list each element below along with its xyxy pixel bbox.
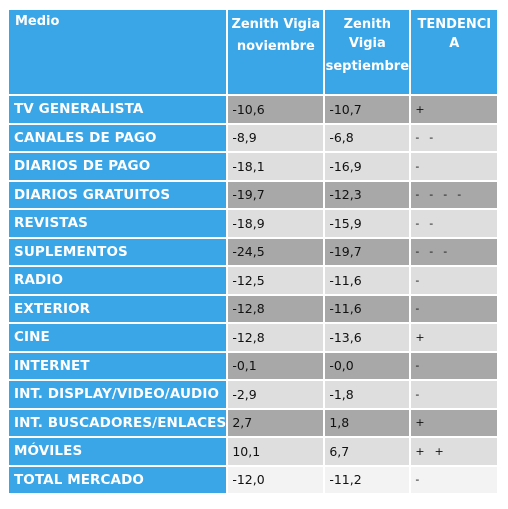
media-trend-table: Medio Zenith Vigia noviembre Zenith Vigi… — [7, 8, 499, 495]
row-nov-value: -12,8 — [228, 324, 324, 351]
row-trend-value: + — [411, 409, 498, 436]
table-row: DIARIOS DE PAGO -18,1 -16,9- — [9, 153, 498, 180]
row-medio-label: TV GENERALISTA — [9, 96, 227, 123]
header-nov-line2: noviembre — [236, 39, 315, 54]
row-sep-value: -6,8 — [325, 124, 410, 151]
row-sep-value: -16,9 — [325, 153, 410, 180]
row-medio-label: DIARIOS GRATUITOS — [9, 181, 227, 208]
table-row: SUPLEMENTOS -24,5 -19,7- - - — [9, 238, 498, 265]
table-body: TV GENERALISTA -10,6 -10,7 + CANALES DE PAGO… — [9, 96, 498, 493]
row-sep-value: -10,7 — [325, 96, 410, 123]
table-row: CANALES DE PAGO -8,9 -6,8- - — [9, 124, 498, 151]
row-sep-value: -1,8 — [325, 381, 410, 408]
row-trend-value: + — [411, 324, 498, 351]
row-nov-value: 2,7 — [228, 409, 324, 436]
row-medio-label: DIARIOS DE PAGO — [9, 153, 227, 180]
header-nov: Zenith Vigia noviembre — [228, 10, 324, 94]
row-nov-value: -19,7 — [228, 181, 324, 208]
header-medio: Medio — [9, 10, 227, 94]
row-nov-value: 10,1 — [228, 438, 324, 465]
row-trend-value: - — [411, 153, 498, 180]
row-nov-value: -12,8 — [228, 295, 324, 322]
row-sep-value: -11,6 — [325, 295, 410, 322]
row-sep-value: -12,3 — [325, 181, 410, 208]
table-row: REVISTAS -18,9 -15,9- - — [9, 210, 498, 237]
header-sep-line2: Vigia — [348, 36, 386, 51]
header-trend-line2: A — [449, 36, 460, 51]
row-medio-label: CINE — [9, 324, 227, 351]
header-row: Medio Zenith Vigia noviembre Zenith Vigi… — [9, 10, 498, 94]
header-sep: Zenith Vigia septiembre — [325, 10, 410, 94]
row-trend-value: - — [411, 352, 498, 379]
row-medio-label: MÓVILES — [9, 438, 227, 465]
table-row: RADIO -12,5 -11,6- — [9, 267, 498, 294]
row-trend-value: - — [411, 381, 498, 408]
row-medio-label: EXTERIOR — [9, 295, 227, 322]
table-row: DIARIOS GRATUITOS -19,7 -12,3- - - - — [9, 181, 498, 208]
header-trend-line1: TENDENCI — [417, 17, 492, 32]
row-trend-value: - — [411, 295, 498, 322]
row-nov-value: -10,6 — [228, 96, 324, 123]
row-nov-value: -18,1 — [228, 153, 324, 180]
row-sep-value: -11,6 — [325, 267, 410, 294]
row-medio-label: RADIO — [9, 267, 227, 294]
row-trend-value: + — [411, 96, 498, 123]
row-medio-label: INTERNET — [9, 352, 227, 379]
table-row: INT. BUSCADORES/ENLACES 2,7 1,8 + — [9, 409, 498, 436]
row-medio-label: CANALES DE PAGO — [9, 124, 227, 151]
row-nov-value: -0,1 — [228, 352, 324, 379]
row-sep-value: 6,7 — [325, 438, 410, 465]
row-nov-value: -8,9 — [228, 124, 324, 151]
table-row: INT. DISPLAY/VIDEO/AUDIO -2,9 -1,8- — [9, 381, 498, 408]
table-row: TOTAL MERCADO -12,0 -11,2- — [9, 466, 498, 493]
row-sep-value: -15,9 — [325, 210, 410, 237]
header-sep-line1: Zenith — [343, 17, 392, 32]
row-medio-label: INT. DISPLAY/VIDEO/AUDIO — [9, 381, 227, 408]
row-trend-value: - - - - — [411, 181, 498, 208]
table-row: EXTERIOR -12,8 -11,6- — [9, 295, 498, 322]
row-trend-value: + + — [411, 438, 498, 465]
row-medio-label: REVISTAS — [9, 210, 227, 237]
table-row: CINE -12,8 -13,6 + — [9, 324, 498, 351]
header-medio-label: Medio — [15, 14, 60, 29]
header-trend: TENDENCI A — [411, 10, 498, 94]
header-sep-line3: septiembre — [325, 59, 410, 74]
row-medio-label: TOTAL MERCADO — [9, 466, 227, 493]
table-row: TV GENERALISTA -10,6 -10,7 + — [9, 96, 498, 123]
header-nov-line1: Zenith Vigia — [231, 17, 321, 32]
table-container: Medio Zenith Vigia noviembre Zenith Vigi… — [7, 8, 499, 495]
row-nov-value: -18,9 — [228, 210, 324, 237]
row-sep-value: -19,7 — [325, 238, 410, 265]
row-medio-label: INT. BUSCADORES/ENLACES — [9, 409, 227, 436]
row-sep-value: -13,6 — [325, 324, 410, 351]
row-nov-value: -24,5 — [228, 238, 324, 265]
table-row: INTERNET -0,1 -0,0- — [9, 352, 498, 379]
row-trend-value: - - - — [411, 238, 498, 265]
row-sep-value: -0,0 — [325, 352, 410, 379]
row-sep-value: 1,8 — [325, 409, 410, 436]
row-nov-value: -12,5 — [228, 267, 324, 294]
row-trend-value: - — [411, 466, 498, 493]
table-row: MÓVILES 10,1 6,7 + + — [9, 438, 498, 465]
row-trend-value: - — [411, 267, 498, 294]
row-nov-value: -2,9 — [228, 381, 324, 408]
row-trend-value: - - — [411, 210, 498, 237]
row-nov-value: -12,0 — [228, 466, 324, 493]
row-sep-value: -11,2 — [325, 466, 410, 493]
row-medio-label: SUPLEMENTOS — [9, 238, 227, 265]
row-trend-value: - - — [411, 124, 498, 151]
